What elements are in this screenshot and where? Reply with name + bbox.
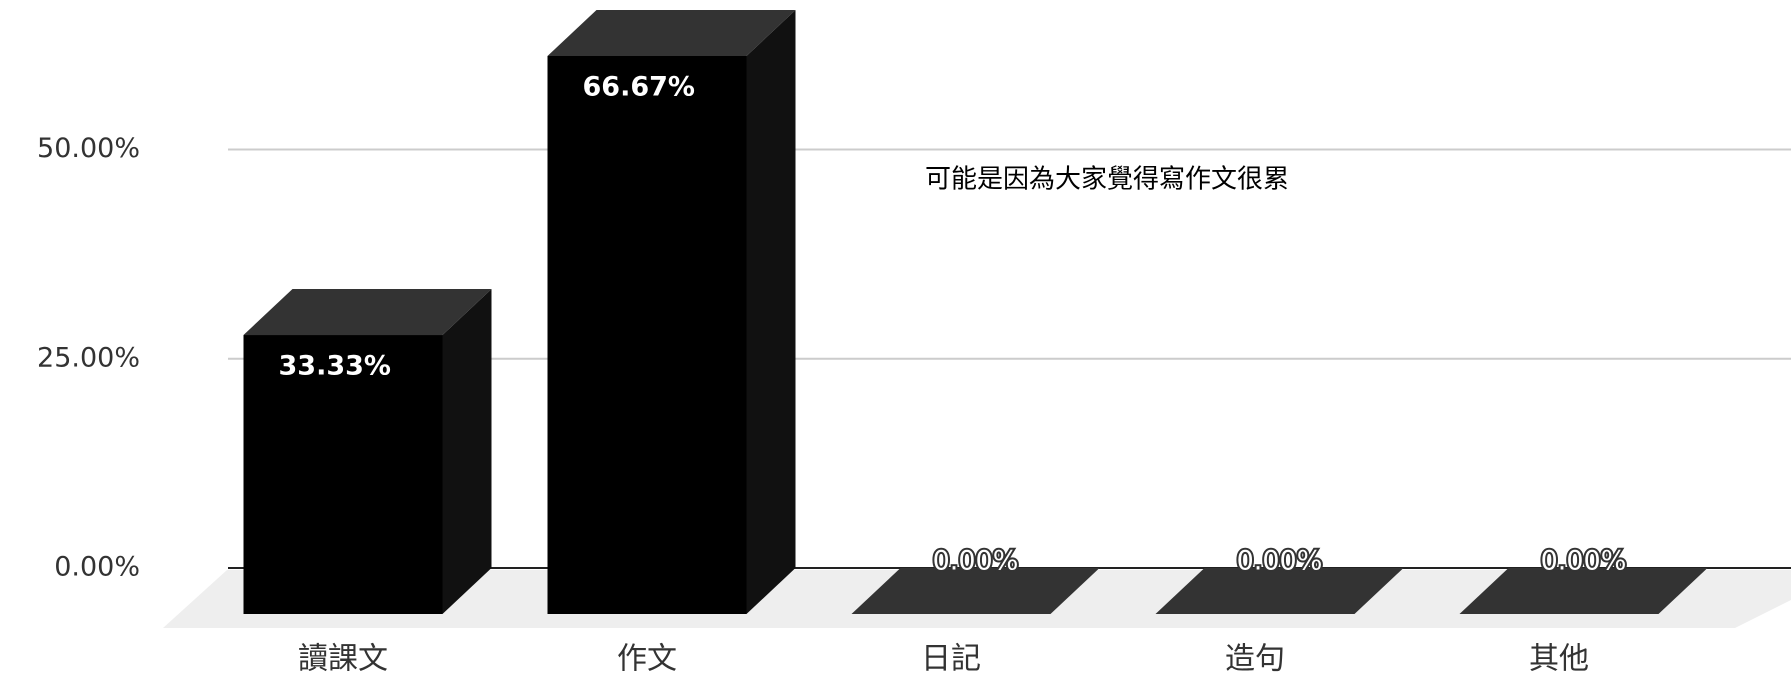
x-tick-label: 讀課文 [298, 642, 388, 677]
x-tick-label: 其他 [1529, 642, 1589, 677]
y-tick-label: 0.00% [54, 552, 140, 583]
annotation: 可能是因為大家覺得寫作文很累 [925, 165, 1289, 195]
bar [547, 55, 747, 614]
x-tick-label: 日記 [921, 642, 981, 677]
y-tick-label: 50.00% [37, 133, 140, 164]
x-tick-label: 造句 [1225, 642, 1285, 677]
bar [243, 335, 443, 614]
bar-top [851, 568, 1100, 614]
value-label: 0.00% [1237, 546, 1323, 577]
bar-side [442, 289, 492, 614]
y-tick-label: 25.00% [37, 342, 140, 373]
value-label: 33.33% [279, 351, 391, 382]
x-tick-label: 作文 [617, 642, 677, 677]
bar-side [746, 9, 796, 614]
value-label: 0.00% [1541, 546, 1627, 577]
bar-top [1155, 568, 1404, 614]
bar-top [547, 9, 796, 56]
value-label: 0.00% [933, 546, 1019, 577]
bar-top [1459, 568, 1708, 614]
value-label: 66.67% [583, 71, 695, 102]
bar-top [243, 289, 492, 336]
